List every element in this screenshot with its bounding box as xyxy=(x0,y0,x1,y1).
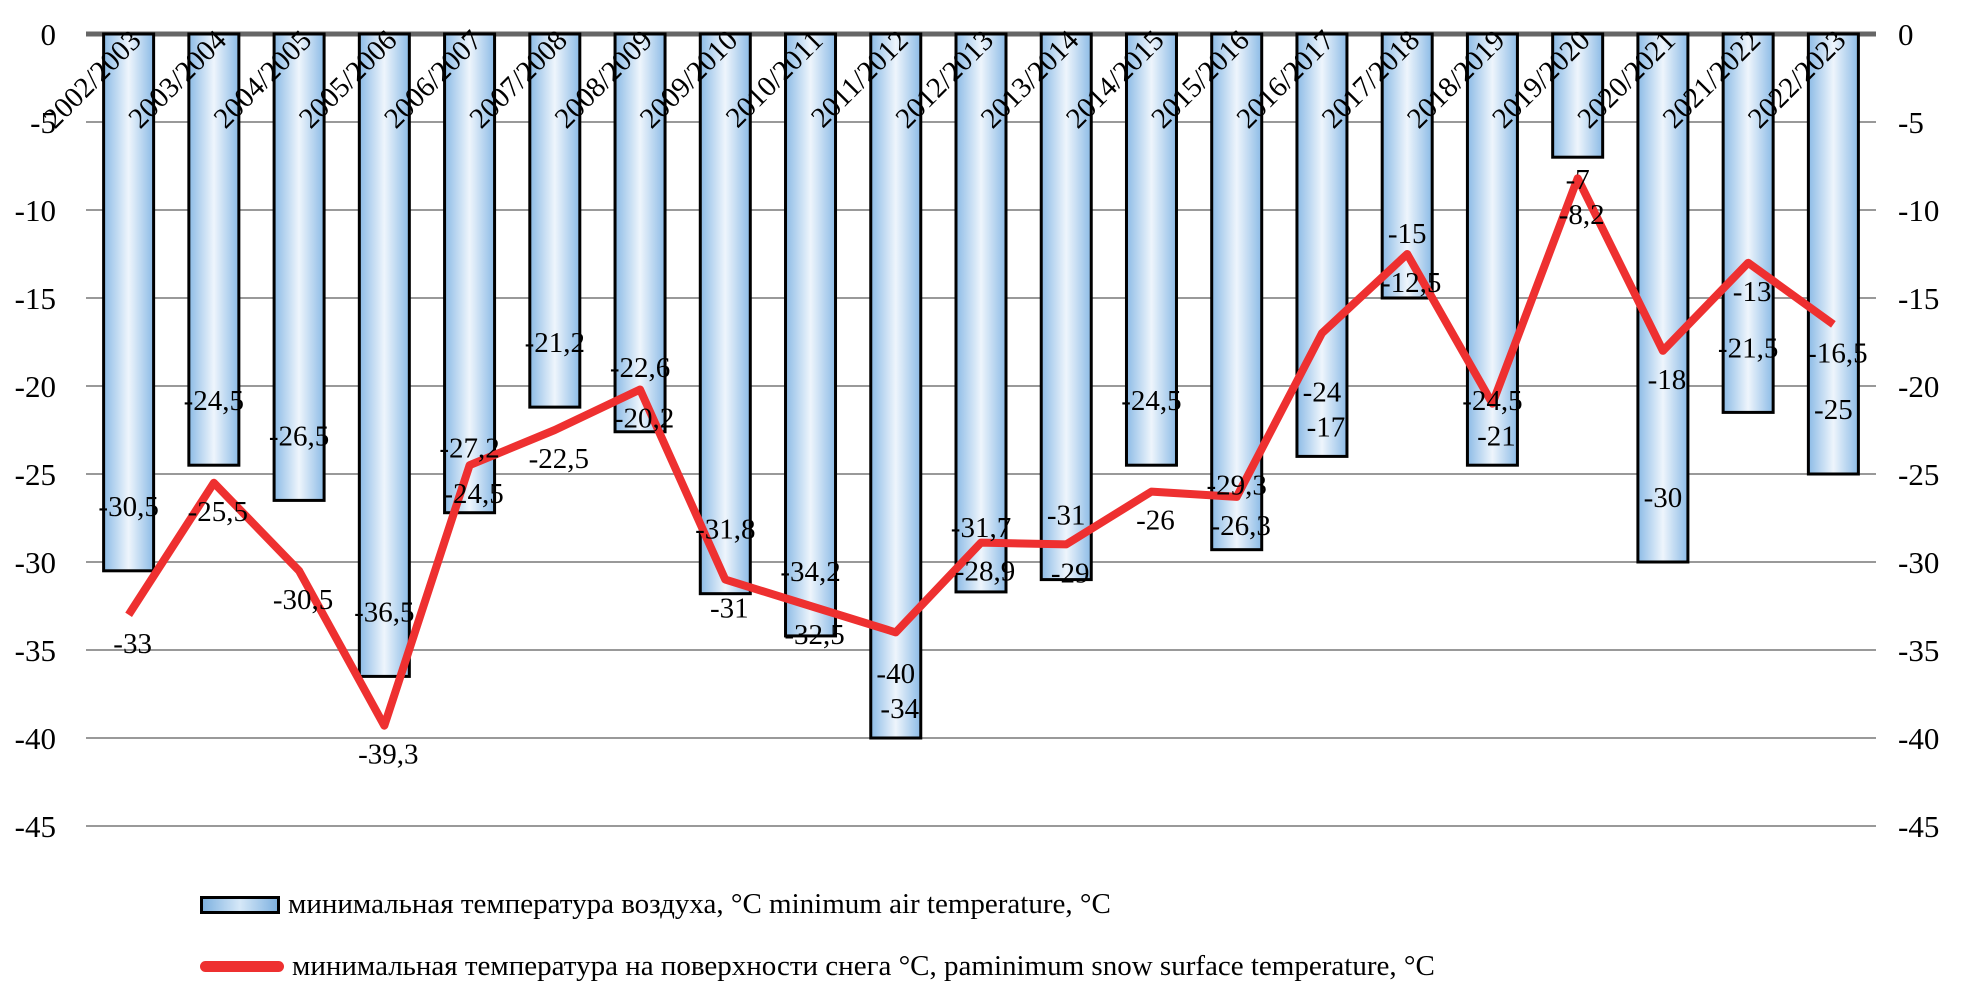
line-data-label: -17 xyxy=(1307,411,1346,443)
line-data-label: -18 xyxy=(1648,364,1687,396)
line-data-label: -8,2 xyxy=(1559,199,1605,231)
bar xyxy=(784,32,838,638)
line-data-label: -30,5 xyxy=(273,584,333,616)
bar xyxy=(869,32,923,740)
line-data-label: -39,3 xyxy=(358,739,418,771)
line-data-label: -12,5 xyxy=(1381,267,1441,299)
bar xyxy=(1721,32,1775,414)
y-tick-label-left: -40 xyxy=(15,721,56,756)
y-tick-label-right: -25 xyxy=(1898,457,1939,492)
bar-data-label: -36,5 xyxy=(354,596,414,628)
bar-data-label: -24,5 xyxy=(1462,385,1522,417)
chart: 2002/20032003/20042004/20052005/20062006… xyxy=(15,17,1940,844)
line-data-label: -31 xyxy=(710,593,749,625)
y-tick-label-right: -35 xyxy=(1898,633,1939,668)
y-tick-label-left: -10 xyxy=(15,193,56,228)
line-data-label: -29 xyxy=(1051,557,1090,589)
snow-temperature-line xyxy=(125,174,1836,730)
bar-data-label: -40 xyxy=(876,658,915,690)
bar-data-label: -21,5 xyxy=(1718,332,1778,364)
legend-line-swatch xyxy=(200,961,284,972)
line-data-label: -22,5 xyxy=(529,443,589,475)
bar xyxy=(272,32,326,502)
bar-data-label: -31,8 xyxy=(695,514,755,546)
bar-data-label: -27,2 xyxy=(439,433,499,465)
y-tick-label-right: 0 xyxy=(1898,17,1914,52)
line-data-label: -13 xyxy=(1733,276,1772,308)
bar xyxy=(954,32,1008,594)
line-data-label: -33 xyxy=(113,628,152,660)
line-data-label: -32,5 xyxy=(784,619,844,651)
bar-data-label: -22,6 xyxy=(610,352,670,384)
line-data-label: -21 xyxy=(1477,421,1516,453)
line-data-label: -26,3 xyxy=(1211,510,1271,542)
bar xyxy=(102,32,156,573)
y-tick-label-left: -25 xyxy=(15,457,56,492)
y-tick-label-left: -5 xyxy=(30,105,56,140)
bar-data-label: -26,5 xyxy=(269,420,329,452)
bar xyxy=(357,32,411,678)
bar-data-label: -21,2 xyxy=(525,327,585,359)
bar-data-label: -25 xyxy=(1814,394,1853,426)
line-data-label: -28,9 xyxy=(955,556,1015,588)
bar-data-label: -31 xyxy=(1047,500,1086,532)
bar xyxy=(1806,32,1860,476)
bar xyxy=(1551,32,1605,159)
y-tick-label-left: -20 xyxy=(15,369,56,404)
bar-data-label: -34,2 xyxy=(780,556,840,588)
line-data-label: -20,2 xyxy=(614,403,674,435)
legend-label-snow: минимальная температура на поверхности с… xyxy=(292,950,1435,982)
y-tick-label-left: -15 xyxy=(15,281,56,316)
legend-label-air: минимальная температура воздуха, °C mini… xyxy=(288,888,1111,920)
y-tick-label-right: -10 xyxy=(1898,193,1939,228)
line-data-label: -16,5 xyxy=(1807,337,1867,369)
line-data-label: -24,5 xyxy=(443,478,503,510)
legend-item-air: минимальная температура воздуха, °C mini… xyxy=(200,888,1111,921)
bar xyxy=(1124,32,1178,467)
bar-data-label: -31,7 xyxy=(951,512,1011,544)
y-tick-label-right: -5 xyxy=(1898,105,1924,140)
y-tick-label-right: -20 xyxy=(1898,369,1939,404)
line-data-label: -26 xyxy=(1136,505,1175,537)
bar-data-label: -15 xyxy=(1388,218,1427,250)
y-tick-label-left: -35 xyxy=(15,633,56,668)
bar-data-label: -24 xyxy=(1303,376,1342,408)
y-tick-label-left: 0 xyxy=(41,17,57,52)
y-tick-label-left: -30 xyxy=(15,545,56,580)
bar xyxy=(613,32,667,434)
bar xyxy=(443,32,497,515)
bar xyxy=(1295,32,1349,458)
bar-data-label: -30,5 xyxy=(98,491,158,523)
line-data-label: -34 xyxy=(880,693,919,725)
bar-data-label: -24,5 xyxy=(1121,385,1181,417)
bar xyxy=(187,32,241,467)
bar-data-label: -29,3 xyxy=(1207,470,1267,502)
y-tick-label-right: -40 xyxy=(1898,721,1939,756)
bar xyxy=(698,32,752,596)
legend-bar-swatch xyxy=(200,895,280,914)
y-tick-label-right: -30 xyxy=(1898,545,1939,580)
y-tick-label-right: -45 xyxy=(1898,809,1939,844)
bar xyxy=(1039,32,1093,582)
bar xyxy=(528,32,582,409)
bar-data-label: -24,5 xyxy=(184,385,244,417)
bar-data-label: -30 xyxy=(1644,482,1683,514)
y-tick-label-right: -15 xyxy=(1898,281,1939,316)
bar-data-label: -7 xyxy=(1566,164,1590,196)
legend-item-snow: минимальная температура на поверхности с… xyxy=(200,950,1435,983)
bar xyxy=(1636,32,1690,564)
y-tick-label-left: -45 xyxy=(15,809,56,844)
line-data-label: -25,5 xyxy=(188,496,248,528)
